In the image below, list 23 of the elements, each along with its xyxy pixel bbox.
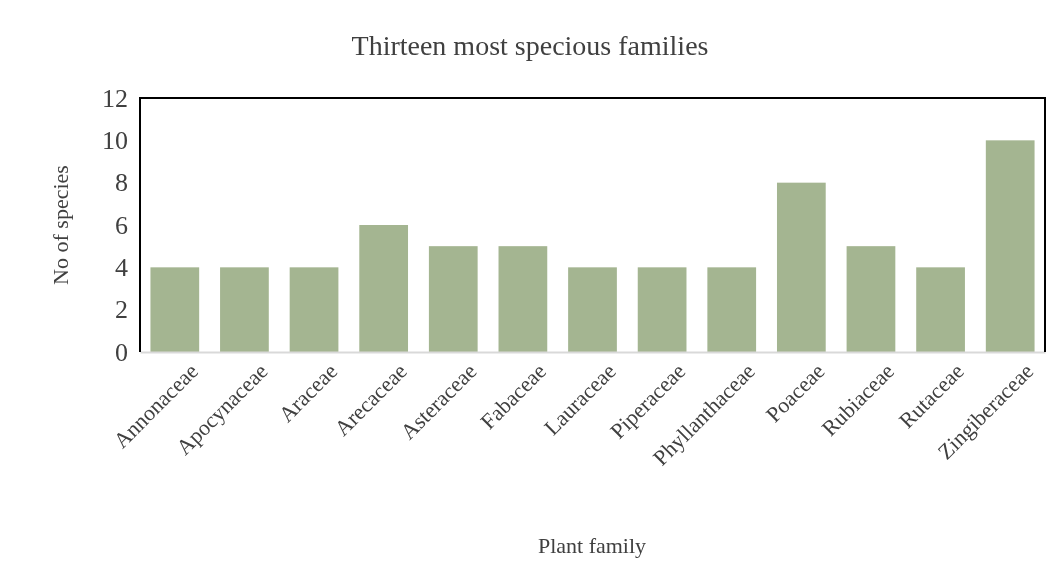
bar [776, 182, 826, 352]
bar [498, 246, 548, 352]
bar [707, 267, 757, 352]
bar [359, 225, 409, 352]
y-tick-label: 12 [102, 83, 128, 113]
y-tick-label: 8 [115, 168, 128, 198]
y-tick-label: 4 [115, 253, 128, 283]
y-tick-label: 2 [115, 295, 128, 325]
y-tick-label: 10 [102, 126, 128, 156]
bar [428, 246, 478, 352]
bar [846, 246, 896, 352]
bar [150, 267, 200, 352]
y-tick-label: 6 [115, 210, 128, 240]
chart-title: Thirteen most specious families [351, 30, 709, 61]
bar [985, 140, 1035, 352]
y-tick-label: 0 [115, 337, 128, 367]
x-axis-title: Plant family [537, 533, 647, 558]
bar [637, 267, 687, 352]
bar [568, 267, 617, 352]
bar [916, 267, 965, 352]
bar [220, 267, 269, 352]
y-axis-title: No of species [48, 165, 73, 285]
bar [289, 267, 339, 352]
